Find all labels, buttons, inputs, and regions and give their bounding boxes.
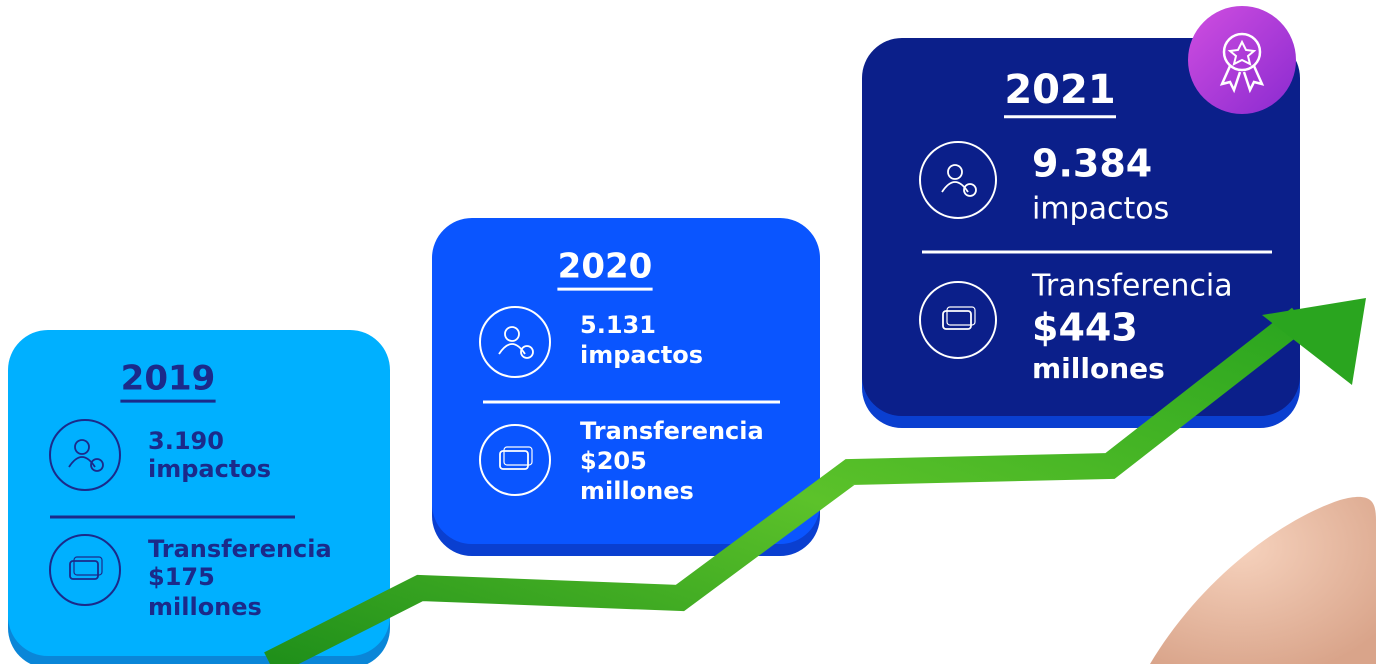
cards: 20193.190impactosTransferencia$175millon… bbox=[8, 38, 1300, 664]
money-icon bbox=[49, 534, 121, 606]
card-year: 2021 bbox=[1004, 67, 1115, 113]
people-icon-body bbox=[498, 343, 526, 355]
money-icon-bill bbox=[499, 450, 529, 470]
card-year: 2020 bbox=[558, 247, 653, 287]
transfer-label: Transferencia bbox=[1031, 269, 1233, 304]
people-icon-plus bbox=[520, 345, 534, 359]
impacts-value: 3.190 bbox=[148, 427, 224, 455]
money-icon-bill-back bbox=[503, 446, 533, 466]
money-icon-bill-back bbox=[946, 306, 976, 326]
transfer-unit: millones bbox=[148, 593, 262, 621]
arrow-head bbox=[1262, 298, 1366, 385]
transfer-unit: millones bbox=[580, 477, 694, 505]
card: 2021 9.384 impactos Transferencia$443millon… bbox=[862, 38, 1300, 428]
award-badge bbox=[1188, 6, 1296, 114]
transfer-amount: $205 bbox=[580, 447, 647, 475]
transfer-amount: $443 bbox=[1032, 306, 1138, 350]
people-icon-head bbox=[504, 326, 520, 342]
impacts-value: 5.131 bbox=[580, 311, 656, 339]
people-icon-body bbox=[68, 456, 96, 468]
people-icon-head bbox=[74, 439, 90, 455]
people-icon bbox=[919, 141, 997, 219]
people-icon bbox=[49, 419, 121, 491]
transfer-label: Transferencia bbox=[148, 535, 332, 563]
people-icon-body bbox=[941, 181, 969, 193]
growth-arrow bbox=[264, 307, 1308, 664]
people-icon-plus bbox=[963, 183, 977, 197]
people-icon-plus bbox=[90, 458, 104, 472]
finger bbox=[1150, 496, 1376, 664]
impacts-label: impactos bbox=[580, 341, 703, 369]
impacts-label: impactos bbox=[1032, 192, 1169, 227]
people-icon bbox=[479, 306, 551, 378]
money-icon bbox=[479, 424, 551, 496]
card-body bbox=[432, 218, 820, 544]
card-year: 2019 bbox=[121, 359, 216, 399]
impacts-label: impactos bbox=[148, 455, 271, 483]
money-icon bbox=[919, 281, 997, 359]
people-icon-head bbox=[947, 164, 963, 180]
money-icon-bill bbox=[942, 310, 972, 330]
transfer-amount: $175 bbox=[148, 563, 215, 591]
money-icon-bill-back bbox=[73, 556, 103, 576]
impacts-value: 9.384 bbox=[1032, 142, 1152, 186]
card-body bbox=[8, 330, 390, 656]
money-icon-bill bbox=[69, 560, 99, 580]
transfer-unit: millones bbox=[1032, 352, 1165, 385]
transfer-label: Transferencia bbox=[580, 417, 764, 445]
